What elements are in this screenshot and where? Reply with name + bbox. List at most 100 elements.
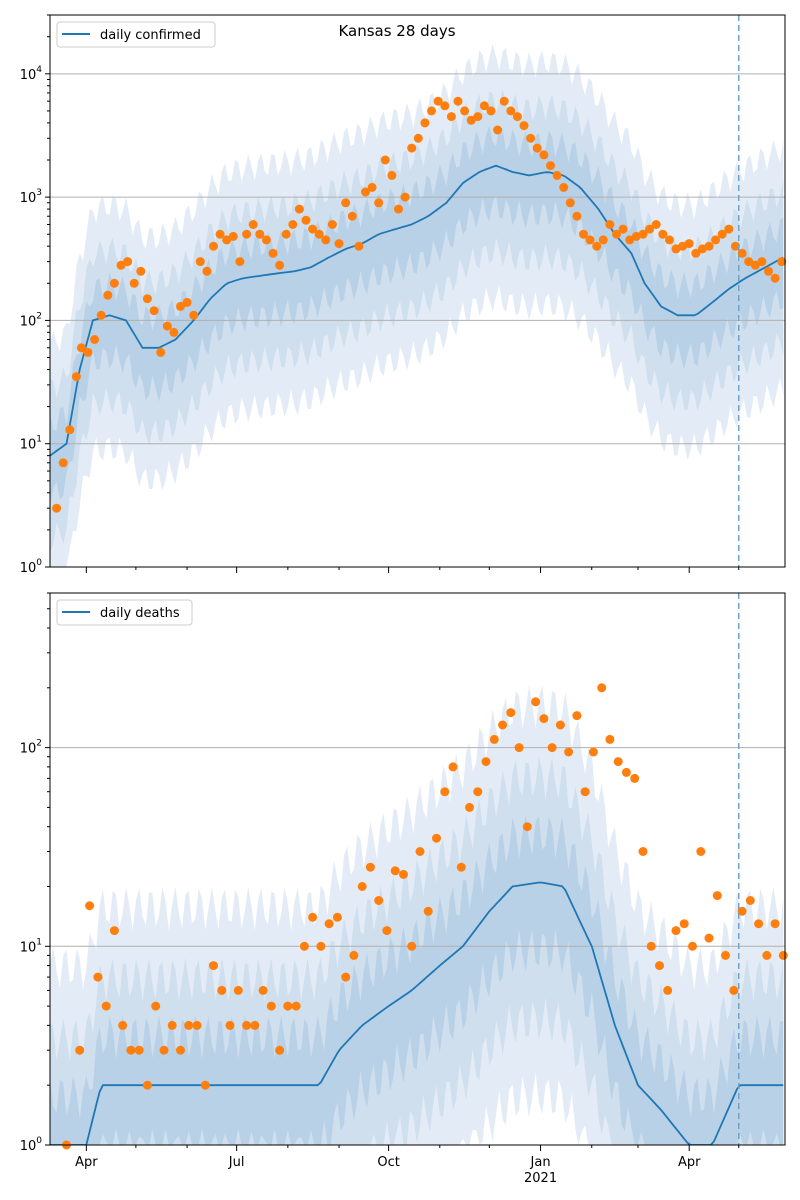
data-point bbox=[261, 235, 271, 245]
data-point bbox=[499, 96, 509, 106]
data-point bbox=[367, 182, 377, 192]
data-point bbox=[638, 847, 648, 856]
data-point bbox=[341, 972, 351, 982]
data-point bbox=[730, 241, 740, 251]
confirmed-observed-points bbox=[52, 96, 787, 513]
y-tick-label: 100 bbox=[20, 1136, 43, 1154]
uncertainty-band bbox=[50, 125, 784, 509]
data-point bbox=[764, 266, 773, 276]
data-point bbox=[757, 257, 767, 267]
data-point bbox=[625, 235, 635, 245]
data-point bbox=[572, 711, 582, 721]
data-point bbox=[308, 912, 318, 922]
data-point bbox=[268, 248, 278, 258]
data-point bbox=[711, 235, 721, 245]
data-point bbox=[200, 1080, 210, 1090]
data-point bbox=[512, 112, 522, 122]
data-point bbox=[754, 919, 764, 929]
chart-title: Kansas 28 days bbox=[338, 22, 455, 40]
data-point bbox=[770, 919, 780, 929]
data-point bbox=[142, 294, 152, 304]
confirmed-uncertainty-bands bbox=[50, 43, 784, 567]
data-point bbox=[176, 1045, 185, 1055]
data-point bbox=[101, 1001, 111, 1011]
data-point bbox=[532, 143, 542, 153]
data-point bbox=[423, 906, 433, 916]
data-point bbox=[559, 182, 569, 192]
data-point bbox=[473, 112, 483, 122]
data-point bbox=[592, 241, 602, 251]
data-point bbox=[83, 347, 93, 357]
data-point bbox=[294, 204, 304, 214]
data-point bbox=[427, 106, 436, 116]
data-point bbox=[446, 112, 456, 122]
data-point bbox=[85, 901, 95, 911]
confirmed-gridlines bbox=[50, 73, 785, 445]
data-point bbox=[65, 425, 75, 435]
data-point bbox=[118, 1020, 128, 1030]
data-point bbox=[440, 101, 450, 111]
data-point bbox=[222, 235, 232, 245]
data-point bbox=[420, 118, 430, 128]
data-point bbox=[737, 906, 747, 916]
data-point bbox=[481, 757, 491, 767]
data-point bbox=[531, 697, 541, 707]
data-point bbox=[288, 220, 298, 229]
deaths-uncertainty-bands bbox=[50, 685, 784, 1145]
data-point bbox=[275, 260, 285, 270]
data-point bbox=[394, 204, 403, 214]
data-point bbox=[729, 985, 739, 995]
data-point bbox=[506, 106, 516, 116]
data-point bbox=[400, 192, 410, 202]
data-point bbox=[184, 1020, 194, 1030]
data-point bbox=[116, 260, 126, 270]
data-point bbox=[466, 115, 476, 125]
data-point bbox=[547, 743, 557, 753]
data-point bbox=[76, 343, 86, 353]
data-point bbox=[182, 297, 192, 307]
data-point bbox=[209, 961, 218, 971]
data-point bbox=[327, 220, 337, 229]
data-point bbox=[539, 150, 549, 160]
data-point bbox=[598, 235, 608, 245]
data-point bbox=[349, 950, 359, 960]
data-point bbox=[192, 1020, 202, 1030]
y-tick-label: 100 bbox=[20, 558, 43, 576]
deaths-model-line bbox=[50, 881, 784, 1145]
data-point bbox=[332, 912, 342, 922]
data-point bbox=[691, 248, 701, 258]
data-point bbox=[380, 155, 390, 165]
data-point bbox=[618, 224, 628, 234]
x-tick-label: Apr bbox=[75, 1155, 98, 1170]
deaths-gridlines bbox=[50, 747, 785, 947]
data-point bbox=[588, 747, 598, 757]
data-point bbox=[555, 720, 565, 730]
deaths-x-axis: Apr Jul Oct Jan Apr bbox=[75, 1145, 740, 1170]
data-point bbox=[283, 1001, 293, 1011]
data-point bbox=[136, 266, 146, 276]
data-point bbox=[432, 833, 441, 843]
data-point bbox=[149, 306, 159, 316]
data-point bbox=[407, 143, 417, 153]
data-point bbox=[321, 235, 331, 245]
data-point bbox=[737, 248, 747, 258]
data-point bbox=[382, 926, 392, 936]
data-point bbox=[770, 273, 780, 283]
data-point bbox=[744, 257, 754, 267]
confirmed-axes-frame bbox=[49, 14, 786, 568]
deaths-legend: daily deaths bbox=[56, 599, 193, 626]
data-point bbox=[209, 241, 218, 251]
data-point bbox=[176, 301, 185, 311]
legend-box bbox=[56, 21, 216, 48]
data-point bbox=[354, 241, 364, 251]
data-point bbox=[387, 170, 397, 180]
data-point bbox=[123, 257, 133, 267]
legend-box bbox=[56, 599, 193, 626]
data-point bbox=[58, 458, 68, 468]
confirmed-x-axis bbox=[85, 567, 740, 573]
data-point bbox=[465, 802, 474, 812]
data-point bbox=[217, 985, 227, 995]
data-point bbox=[52, 503, 62, 513]
data-point bbox=[630, 773, 640, 783]
data-point bbox=[96, 310, 106, 320]
